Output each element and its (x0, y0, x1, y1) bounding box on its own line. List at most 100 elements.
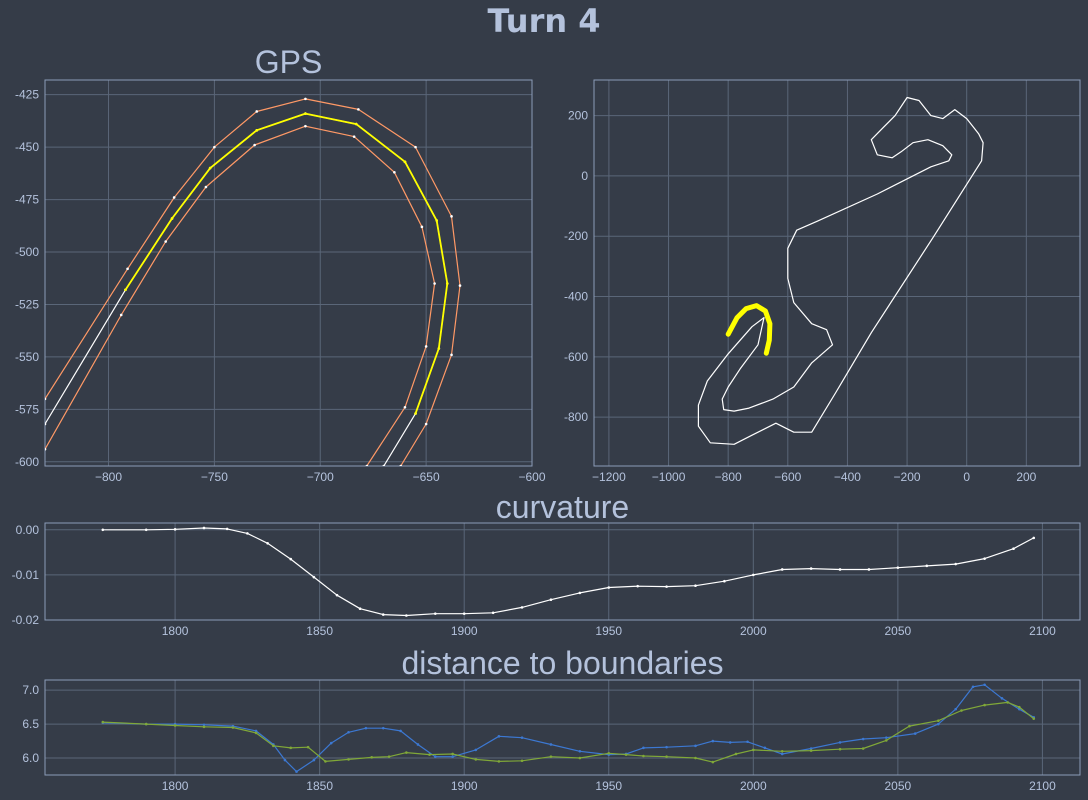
gps-point (450, 215, 453, 218)
distance-point (809, 749, 813, 752)
distance-point (780, 752, 784, 756)
gps-series-turn-section (124, 112, 449, 415)
curvature-ytick-label: -0.02 (12, 613, 40, 627)
gps-ytick-label: -450 (15, 140, 39, 154)
distance-point (1017, 707, 1021, 711)
distance-xtick-label: 2050 (885, 779, 912, 793)
distance-point (937, 722, 940, 726)
distance-point (254, 729, 258, 733)
curvature-point (433, 612, 437, 615)
track-map-xtick-label: 200 (1016, 470, 1036, 484)
distance-point (861, 747, 865, 750)
gps-ytick-label: -575 (15, 402, 39, 416)
curvature-xtick-label: 2000 (740, 624, 767, 638)
curvature-point (144, 528, 148, 532)
curvature-point (520, 606, 524, 609)
track-map-ytick-label: 200 (568, 109, 588, 123)
curvature-point (694, 584, 697, 588)
distance-point (711, 739, 715, 743)
gps-ytick-label: -525 (15, 297, 39, 311)
gps-point (403, 405, 407, 409)
track-map-xtick-label: −600 (774, 470, 801, 484)
curvature-xtick-label: 2100 (1029, 624, 1056, 638)
curvature-point (312, 575, 316, 579)
curvature-title: curvature (496, 489, 629, 525)
distance-xtick-label: 1900 (451, 779, 478, 793)
gps-point (45, 397, 47, 401)
distance-point (451, 752, 454, 756)
distance-ytick-label: 7.0 (22, 683, 39, 697)
distance-chart: 1800 1850 1900 1950 2000 2050 2100 7.0 6.5 6.0 dis… (22, 645, 1081, 793)
track-map-series-turn-4 (725, 303, 773, 356)
distance-point (289, 746, 293, 750)
curvature-xtick-label: 1800 (162, 624, 189, 638)
distance-point (202, 725, 206, 729)
gps-ytick-label: -500 (15, 245, 39, 259)
distance-point (838, 741, 842, 744)
distance-point (520, 759, 524, 763)
curvature-point (954, 562, 957, 566)
gps-point (208, 166, 212, 170)
distance-point (370, 756, 373, 759)
gps-xtick-label: −650 (413, 470, 440, 484)
distance-point (324, 760, 327, 763)
track-map-series-track (697, 96, 984, 445)
distance-xtick-label: 1850 (306, 779, 333, 793)
distance-point (908, 724, 911, 728)
track-map-ytick-label: -800 (564, 410, 588, 424)
gps-ytick-label: -600 (15, 455, 39, 469)
distance-point (746, 740, 749, 744)
gps-point (357, 108, 360, 111)
curvature-chart: 1800 1850 1900 1950 2000 2050 2100 0.00 -0.01 -0.… (12, 489, 1081, 638)
distance-point (1017, 705, 1021, 709)
curvature-point (925, 564, 929, 568)
curvature-xtick-label: 1850 (306, 624, 333, 638)
distance-point (728, 741, 732, 744)
track-map-xtick-label: −1200 (592, 470, 626, 484)
distance-point (474, 758, 478, 761)
track-map-chart: −1200 −1000 −800 −600 −400 −200 0 200 200 0 -200 -4… (564, 79, 1081, 484)
gps-ytick-label: -475 (15, 193, 39, 207)
distance-point (642, 746, 645, 750)
curvature-point (101, 528, 105, 532)
distance-point (347, 758, 350, 761)
curvature-xtick-label: 1950 (595, 624, 622, 638)
distance-point (497, 760, 501, 763)
distance-point (295, 770, 298, 773)
distance-point (913, 732, 917, 735)
gps-point (435, 219, 439, 222)
curvature-point (335, 593, 339, 597)
gps-point (119, 313, 123, 317)
gps-point (382, 464, 386, 466)
distance-point (231, 726, 235, 729)
gps-title: GPS (255, 44, 323, 80)
distance-series-line-1 (102, 701, 1035, 763)
gps-point (420, 225, 424, 229)
curvature-point (381, 613, 385, 616)
gps-point (458, 284, 462, 287)
track-map-ytick-label: -200 (564, 229, 588, 243)
gps-point (126, 267, 129, 271)
curvature-point (1012, 547, 1015, 551)
distance-point (665, 745, 668, 749)
distance-point (329, 741, 333, 745)
distance-title: distance to boundaries (402, 645, 724, 681)
gps-point (399, 464, 403, 466)
curvature-point (636, 584, 639, 588)
curvature-point (549, 598, 553, 601)
distance-point (416, 743, 420, 746)
gps-point (204, 185, 208, 189)
gps-point (352, 135, 356, 138)
curvature-point (246, 532, 249, 535)
gps-point (304, 124, 307, 128)
gps-point (354, 122, 358, 126)
curvature-point (491, 611, 495, 615)
distance-point (428, 753, 431, 756)
distance-point (101, 720, 105, 724)
distance-point (306, 745, 310, 749)
gps-series-outer-boundary (45, 98, 461, 466)
distance-point (433, 755, 437, 758)
distance-point (451, 755, 454, 758)
distance-series-line-0 (102, 684, 1035, 773)
